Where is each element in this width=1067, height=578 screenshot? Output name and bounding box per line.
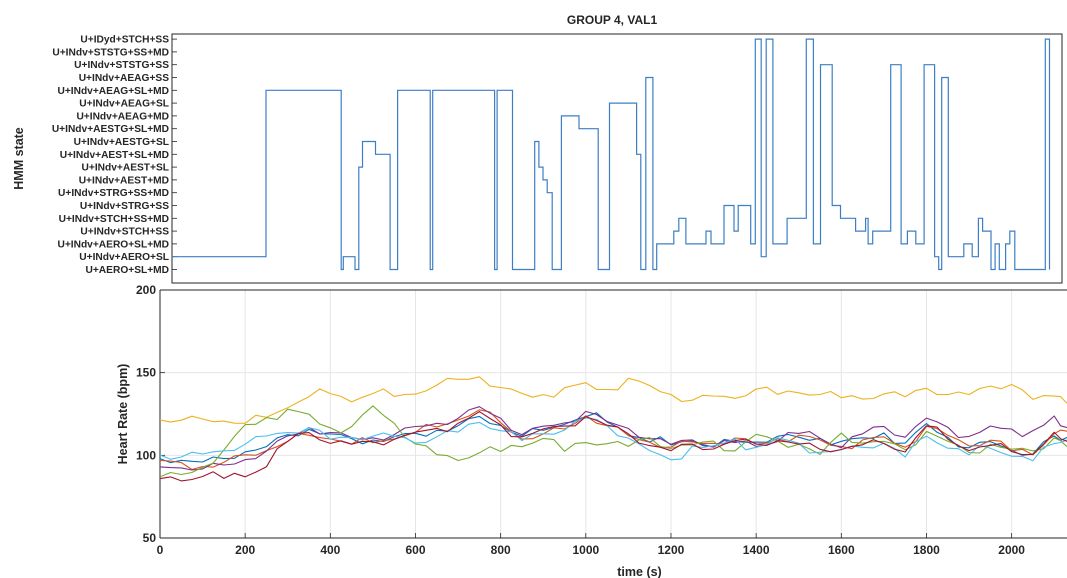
heart-rate-series-line [160, 405, 1067, 478]
hmm-state-axes: U+AERO+SL+MD U+INdv+AERO+SL U+INdv+AERO+SL… [12, 33, 1063, 284]
chart-title: GROUP 4, VAL1 [567, 13, 658, 27]
state-tick-label: U+AERO+SL+MD [86, 265, 170, 276]
state-tick-label: U+INdv+STCH+SS+MD [59, 214, 169, 225]
x-tick-label: 1200 [658, 543, 685, 557]
x-tick-label: 800 [491, 543, 511, 557]
x-tick-label: 0 [157, 543, 164, 557]
heart-rate-plot-area [160, 290, 1067, 538]
state-tick-label: U+IDyd+STCH+SS [80, 35, 169, 46]
x-tick-label: 1600 [828, 543, 855, 557]
x-tick-label: 1800 [913, 543, 940, 557]
state-tick-label: U+INdv+AEAG+MD [76, 111, 169, 122]
state-tick-label: U+INdv+AERO+SL [79, 252, 169, 263]
hmm-y-axis-label: HMM state [12, 127, 26, 190]
state-tick-label: U+INdv+STRG+SS [80, 201, 169, 212]
x-tick-label: 400 [320, 543, 340, 557]
state-tick-label: U+INdv+AEAG+SS [79, 73, 170, 84]
x-axis-label: time (s) [617, 565, 661, 578]
heart-rate-y-axis-label: Heart Rate (bpm) [116, 364, 130, 465]
hmm-state-line [172, 38, 1051, 271]
state-tick-label: U+INdv+AEST+SL [82, 163, 169, 174]
y-tick-label: 200 [136, 283, 156, 297]
state-tick-label: U+INdv+STRG+SS+MD [58, 188, 169, 199]
state-tick-label: U+INdv+STSTG+SS [74, 60, 169, 71]
y-tick-label: 150 [136, 366, 156, 380]
heart-rate-series-line [160, 376, 1067, 424]
x-tick-label: 600 [405, 543, 425, 557]
x-tick-label: 200 [235, 543, 255, 557]
heart-rate-series-line [160, 411, 1067, 482]
y-tick-label: 50 [143, 531, 157, 545]
x-tick-label: 1400 [743, 543, 770, 557]
state-tick-label: U+INdv+STSTG+SS+MD [52, 47, 169, 58]
heart-rate-axes: 0 200 400 600 800 1000 1200 1400 1600 1800 2000 50 1… [116, 283, 1067, 578]
state-tick-label: U+INdv+AESTG+SL+MD [52, 124, 169, 135]
state-tick-label: U+INdv+AEST+MD [79, 175, 169, 186]
state-tick-label: U+INdv+AEAG+SL [79, 99, 169, 110]
state-tick-label: U+INdv+AESTG+SL [74, 137, 169, 148]
state-tick-label: U+INdv+AEAG+SL+MD [57, 86, 169, 97]
heart-rate-series-line [160, 406, 1067, 471]
y-tick-label: 100 [136, 448, 156, 462]
heart-rate-series-group [160, 376, 1067, 482]
x-tick-label: 2000 [998, 543, 1025, 557]
x-tick-label: 1000 [572, 543, 599, 557]
heart-rate-series-line [160, 417, 1067, 462]
hmm-axes-box [171, 33, 1063, 284]
state-tick-label: U+INdv+AEST+SL+MD [60, 150, 169, 161]
state-tick-label: U+INdv+AERO+SL+MD [57, 239, 169, 250]
state-tick-label: U+INdv+STCH+SS [80, 227, 169, 238]
